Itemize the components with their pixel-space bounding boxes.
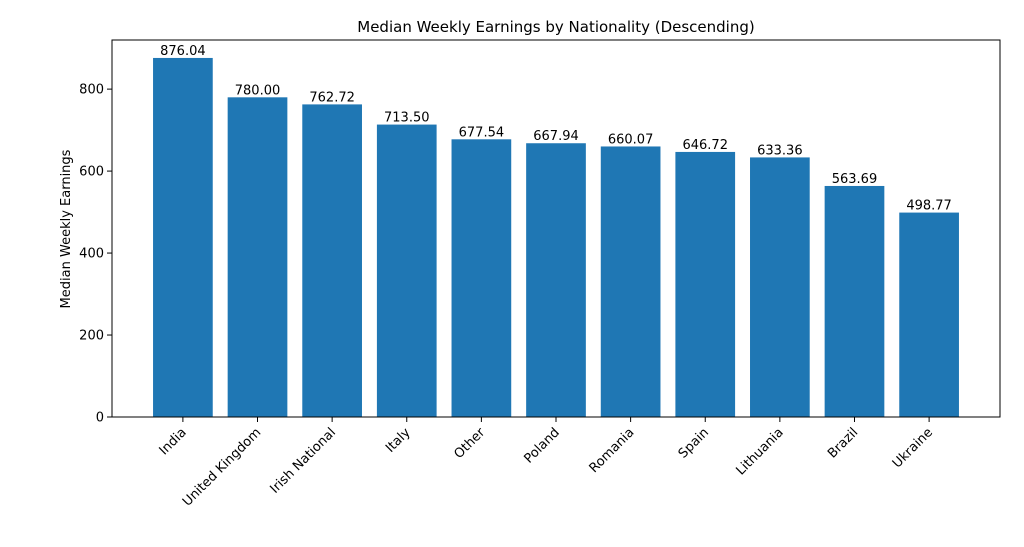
y-tick-label: 600 (79, 165, 104, 180)
plot-frame (111, 39, 1001, 418)
value-label: 498.77 (906, 199, 952, 214)
bar (824, 185, 885, 417)
bar (526, 143, 586, 417)
value-label: 667.94 (533, 129, 579, 144)
bar (675, 151, 736, 417)
bar (302, 104, 362, 417)
bar (153, 57, 213, 417)
bar (600, 146, 661, 417)
value-label: 762.72 (309, 90, 355, 105)
value-label: 660.07 (608, 132, 654, 147)
y-tick-label: 400 (79, 247, 104, 262)
value-label: 677.54 (459, 125, 505, 140)
value-label: 646.72 (682, 138, 728, 153)
value-label: 633.36 (757, 143, 803, 158)
bar (376, 124, 437, 418)
value-label: 563.69 (832, 172, 878, 187)
bar (750, 157, 810, 417)
value-label: 780.00 (235, 83, 281, 98)
y-tick-label: 200 (79, 329, 104, 344)
value-label: 713.50 (384, 111, 430, 126)
value-label: 876.04 (160, 44, 206, 59)
bar (451, 139, 512, 417)
bar (227, 97, 288, 417)
y-tick-label: 0 (96, 411, 104, 426)
y-axis-label: Median Weekly Earnings (59, 149, 74, 308)
chart-title: Median Weekly Earnings by Nationality (D… (357, 18, 754, 36)
bar (899, 212, 959, 417)
y-tick-label: 800 (79, 83, 104, 98)
